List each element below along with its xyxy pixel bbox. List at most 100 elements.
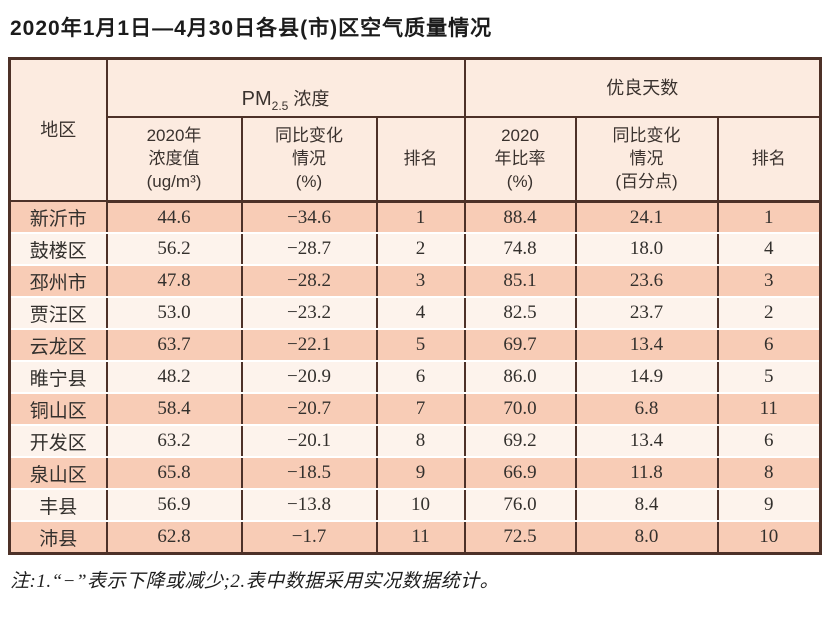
pm-change-cell: −22.1 xyxy=(240,328,378,363)
good-rank-cell: 1 xyxy=(716,200,822,235)
region-cell: 泉山区 xyxy=(8,456,108,491)
page: 2020年1月1日—4月30日各县(市)区空气质量情况 地区 PM2.5 浓度 … xyxy=(8,17,823,592)
pm-rank-cell: 7 xyxy=(375,392,466,427)
good-change-cell: 6.8 xyxy=(574,392,719,427)
table-row: 铜山区 58.4 −20.7 7 70.0 6.8 11 xyxy=(8,392,822,427)
good-rank-cell: 9 xyxy=(716,488,822,523)
page-title: 2020年1月1日—4月30日各县(市)区空气质量情况 xyxy=(10,17,493,40)
pm-value-cell: 63.2 xyxy=(105,424,243,459)
region-cell: 睢宁县 xyxy=(8,360,108,395)
pm-rank-cell: 8 xyxy=(375,424,466,459)
pm25-label: PM2.5 xyxy=(241,88,289,114)
pm-rank-cell: 1 xyxy=(375,200,466,235)
good-change-cell: 24.1 xyxy=(574,200,719,235)
good-ratio-cell: 69.2 xyxy=(463,424,577,459)
table-row: 新沂市 44.6 −34.6 1 88.4 24.1 1 xyxy=(8,200,822,235)
table-row: 睢宁县 48.2 −20.9 6 86.0 14.9 5 xyxy=(8,360,822,395)
pm-rank-cell: 3 xyxy=(375,264,466,299)
table-row: 云龙区 63.7 −22.1 5 69.7 13.4 6 xyxy=(8,328,822,363)
group-header-row: 地区 PM2.5 浓度 优良天数 xyxy=(8,57,822,203)
pm-value-cell: 63.7 xyxy=(105,328,243,363)
pm-rank-cell: 4 xyxy=(375,296,466,331)
region-cell: 铜山区 xyxy=(8,392,108,427)
pm-change-cell: −13.8 xyxy=(240,488,378,523)
table-row: 贾汪区 53.0 −23.2 4 82.5 23.7 2 xyxy=(8,296,822,331)
table-row: 鼓楼区 56.2 −28.7 2 74.8 18.0 4 xyxy=(8,232,822,267)
good-ratio-cell: 88.4 xyxy=(463,200,577,235)
region-cell: 丰县 xyxy=(8,488,108,523)
col-group-pm25: PM2.5 浓度 xyxy=(105,57,466,119)
good-rank-cell: 2 xyxy=(716,296,822,331)
good-rank-cell: 5 xyxy=(716,360,822,395)
region-cell: 云龙区 xyxy=(8,328,108,363)
good-change-cell: 8.0 xyxy=(574,520,719,555)
pm-rank-cell: 5 xyxy=(375,328,466,363)
pm-value-cell: 65.8 xyxy=(105,456,243,491)
region-cell: 邳州市 xyxy=(8,264,108,299)
air-quality-table: 地区 PM2.5 浓度 优良天数 2020年 浓度值 (ug/m³) 同比变化 … xyxy=(8,57,823,555)
good-change-cell: 23.7 xyxy=(574,296,719,331)
region-cell: 开发区 xyxy=(8,424,108,459)
good-ratio-cell: 85.1 xyxy=(463,264,577,299)
col-header-region: 地区 xyxy=(8,57,108,203)
good-rank-cell: 10 xyxy=(716,520,822,555)
pm-value-cell: 58.4 xyxy=(105,392,243,427)
table-row: 泉山区 65.8 −18.5 9 66.9 11.8 8 xyxy=(8,456,822,491)
pm-change-cell: −20.1 xyxy=(240,424,378,459)
region-cell: 新沂市 xyxy=(8,200,108,235)
good-ratio-cell: 70.0 xyxy=(463,392,577,427)
pm-change-cell: −1.7 xyxy=(240,520,378,555)
good-rank-cell: 11 xyxy=(716,392,822,427)
good-rank-cell: 4 xyxy=(716,232,822,267)
footnote: 注:1.“−”表示下降或减少;2.表中数据采用实况数据统计。 xyxy=(10,570,500,592)
pm-rank-cell: 9 xyxy=(375,456,466,491)
col-header-good-rank: 排名 xyxy=(716,116,822,203)
good-ratio-cell: 86.0 xyxy=(463,360,577,395)
pm-rank-cell: 10 xyxy=(375,488,466,523)
pm-change-cell: −34.6 xyxy=(240,200,378,235)
good-change-cell: 14.9 xyxy=(574,360,719,395)
good-ratio-cell: 66.9 xyxy=(463,456,577,491)
pm-value-cell: 62.8 xyxy=(105,520,243,555)
pm-change-cell: −20.9 xyxy=(240,360,378,395)
pm-value-cell: 47.8 xyxy=(105,264,243,299)
good-ratio-cell: 76.0 xyxy=(463,488,577,523)
good-change-cell: 13.4 xyxy=(574,328,719,363)
pm-value-cell: 44.6 xyxy=(105,200,243,235)
good-change-cell: 13.4 xyxy=(574,424,719,459)
pm25-subscript: 2.5 xyxy=(271,99,289,114)
region-cell: 贾汪区 xyxy=(8,296,108,331)
pm-change-cell: −28.2 xyxy=(240,264,378,299)
pm-rank-cell: 11 xyxy=(375,520,466,555)
good-change-cell: 11.8 xyxy=(574,456,719,491)
pm-value-cell: 56.9 xyxy=(105,488,243,523)
pm25-suffix: 浓度 xyxy=(288,89,330,110)
good-change-cell: 18.0 xyxy=(574,232,719,267)
pm-change-cell: −20.7 xyxy=(240,392,378,427)
pm-change-cell: −18.5 xyxy=(240,456,378,491)
col-header-pm-rank: 排名 xyxy=(375,116,466,203)
col-header-good-ratio: 2020 年比率 (%) xyxy=(463,116,577,203)
col-group-good-days: 优良天数 xyxy=(463,57,822,119)
good-ratio-cell: 74.8 xyxy=(463,232,577,267)
good-ratio-cell: 69.7 xyxy=(463,328,577,363)
pm-value-cell: 56.2 xyxy=(105,232,243,267)
table-row: 丰县 56.9 −13.8 10 76.0 8.4 9 xyxy=(8,488,822,523)
col-header-good-change: 同比变化 情况 (百分点) xyxy=(574,116,719,203)
good-change-cell: 8.4 xyxy=(574,488,719,523)
pm-change-cell: −28.7 xyxy=(240,232,378,267)
pm-value-cell: 53.0 xyxy=(105,296,243,331)
pm-rank-cell: 6 xyxy=(375,360,466,395)
pm-change-cell: −23.2 xyxy=(240,296,378,331)
table-header: 地区 PM2.5 浓度 优良天数 2020年 浓度值 (ug/m³) 同比变化 … xyxy=(8,57,822,203)
good-ratio-cell: 82.5 xyxy=(463,296,577,331)
pm-rank-cell: 2 xyxy=(375,232,466,267)
good-rank-cell: 3 xyxy=(716,264,822,299)
good-rank-cell: 8 xyxy=(716,456,822,491)
good-change-cell: 23.6 xyxy=(574,264,719,299)
table-row: 邳州市 47.8 −28.2 3 85.1 23.6 3 xyxy=(8,264,822,299)
good-rank-cell: 6 xyxy=(716,328,822,363)
sub-header-row: 2020年 浓度值 (ug/m³) 同比变化 情况 (%) 排名 2020 年比… xyxy=(10,116,822,203)
pm-value-cell: 48.2 xyxy=(105,360,243,395)
col-header-pm-value: 2020年 浓度值 (ug/m³) xyxy=(105,116,243,203)
